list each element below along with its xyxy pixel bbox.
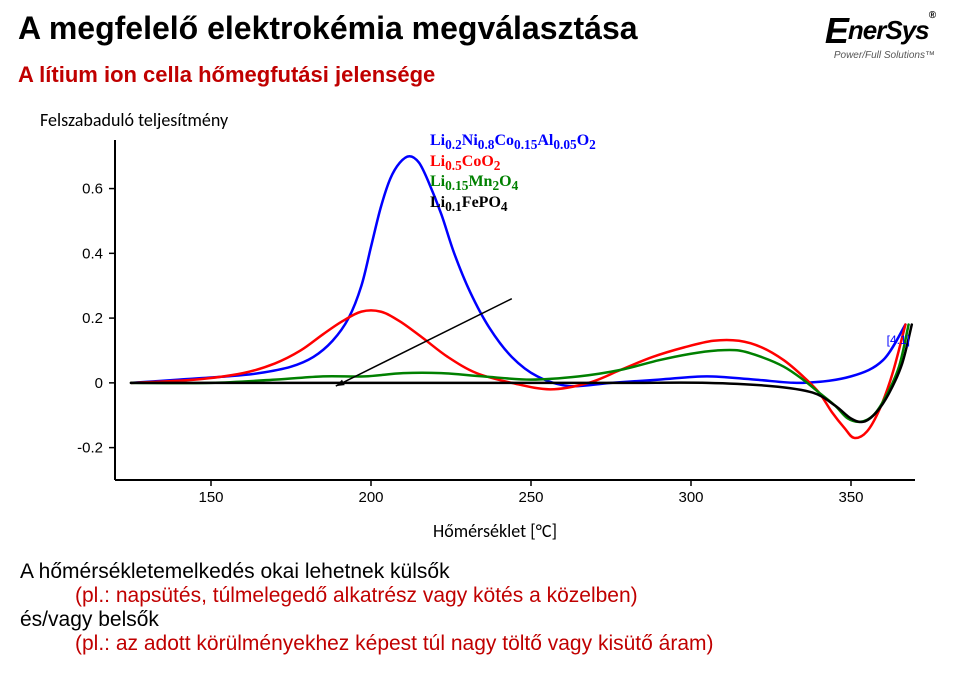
note-line3: és/vagy belsők	[20, 608, 713, 632]
svg-text:0.4: 0.4	[82, 245, 103, 262]
x-axis-label: Hőmérséklet [°C]	[55, 520, 935, 542]
logo: EnerSys® Power/Full Solutions™	[825, 10, 935, 61]
svg-text:250: 250	[518, 489, 543, 506]
legend-item: Li0.1FePO4	[430, 194, 596, 215]
note-line2: (pl.: napsütés, túlmelegedő alkatrész va…	[75, 584, 713, 608]
svg-text:-0.2: -0.2	[77, 440, 103, 457]
svg-text:200: 200	[358, 489, 383, 506]
note-line1: A hőmérsékletemelkedés okai lehetnek kül…	[20, 560, 713, 584]
svg-text:350: 350	[838, 489, 863, 506]
page-title: A megfelelő elektrokémia megválasztása	[18, 10, 638, 47]
chart-legend: Li0.2Ni0.8Co0.15Al0.05O2Li0.5CoO2Li0.15M…	[430, 132, 596, 214]
svg-text:0: 0	[95, 375, 103, 392]
note-line4: (pl.: az adott körülményekhez képest túl…	[75, 632, 713, 656]
svg-text:[4.1]: [4.1]	[887, 333, 910, 347]
legend-item: Li0.5CoO2	[430, 153, 596, 174]
svg-text:150: 150	[198, 489, 223, 506]
svg-text:0.2: 0.2	[82, 310, 103, 327]
legend-item: Li0.15Mn2O4	[430, 173, 596, 194]
y-axis-label-line1: Felszabaduló teljesítmény	[40, 110, 228, 131]
notes: A hőmérsékletemelkedés okai lehetnek kül…	[20, 560, 713, 656]
logo-text: EnerSys®	[825, 10, 935, 52]
page-subtitle: A lítium ion cella hőmegfutási jelensége	[18, 62, 435, 88]
logo-tagline: Power/Full Solutions™	[825, 50, 935, 61]
svg-text:0.6: 0.6	[82, 181, 103, 198]
svg-text:300: 300	[678, 489, 703, 506]
legend-item: Li0.2Ni0.8Co0.15Al0.05O2	[430, 132, 596, 153]
